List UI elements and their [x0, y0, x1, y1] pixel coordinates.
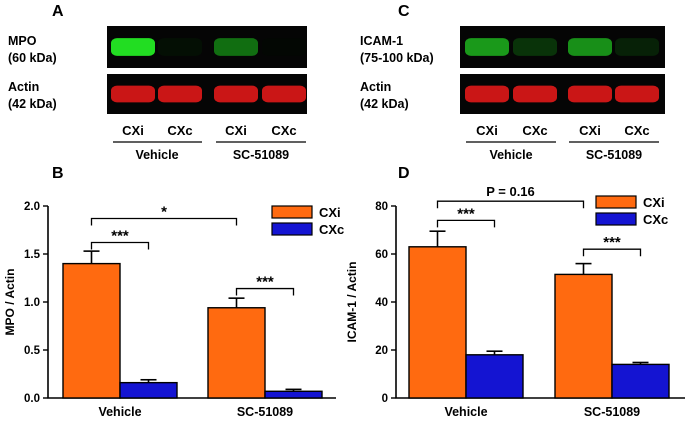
significance-label-d-1: P = 0.16	[486, 184, 535, 199]
blot-band-c-row1-lane1	[465, 38, 509, 56]
blot-panel-c	[460, 26, 665, 114]
blot-band-c-row1-lane4	[615, 38, 659, 56]
bar-b-vehicle-cxi	[62, 262, 121, 399]
significance-label-b-1: *	[161, 203, 167, 220]
y-tick-label-d-1: 20	[375, 345, 388, 357]
blot-panel-a	[107, 26, 307, 114]
blot-c-row2-label-line1: Actin	[360, 80, 391, 94]
y-tick-label-d-2: 40	[375, 297, 388, 309]
lane-label-c-2: CXc	[522, 123, 547, 138]
blot-band-a-row1-lane3	[214, 38, 258, 56]
blot-band-c-row1-lane3	[568, 38, 612, 56]
blot-a-row2-label-line1: Actin	[8, 80, 39, 94]
significance-label-d-0: ***	[457, 205, 475, 222]
panel-letter-a: A	[52, 3, 64, 20]
significance-bracket-d-1	[436, 200, 585, 209]
legend-label-d-cxi: CXi	[643, 195, 665, 210]
lane-label-a-3: CXi	[225, 123, 247, 138]
group-label-a-vehicle: Vehicle	[135, 148, 178, 162]
significance-label-b-2: ***	[256, 274, 274, 291]
legend-label-b-cxi: CXi	[319, 205, 341, 220]
blot-band-a-row2-lane4	[262, 85, 306, 103]
bar-d-vehicle-cxi	[408, 246, 467, 399]
lane-label-c-3: CXi	[579, 123, 601, 138]
significance-bracket-d-0	[436, 219, 496, 228]
y-tick-label-b-1: 0.5	[24, 345, 41, 357]
legend-label-d-cxc: CXc	[643, 212, 668, 227]
blot-band-c-row2-lane3	[568, 85, 612, 103]
blot-band-c-row1-lane2	[513, 38, 557, 56]
lane-label-a-2: CXc	[167, 123, 192, 138]
bar-d-sc-51089-cxc	[611, 363, 670, 399]
bar-d-vehicle-cxc	[465, 354, 524, 399]
blot-band-a-row2-lane1	[111, 85, 155, 103]
legend-swatch-b-cxi	[271, 205, 313, 219]
group-label-c-vehicle: Vehicle	[489, 148, 532, 162]
panel-letter-c: C	[398, 3, 410, 20]
bar-b-vehicle-cxc	[119, 381, 178, 399]
legend-swatch-d-cxi	[595, 195, 637, 209]
significance-bracket-d-2	[582, 248, 642, 257]
blot-band-c-row2-lane2	[513, 85, 557, 103]
y-axis-label-d: ICAM-1 / Actin	[345, 262, 359, 343]
blot-band-a-row2-lane3	[214, 85, 258, 103]
y-axis-label-b: MPO / Actin	[3, 269, 17, 336]
blot-c-row1-label-line2: (75-100 kDa)	[360, 51, 434, 65]
blot-a-row1-label-line2: (60 kDa)	[8, 51, 57, 65]
y-tick-label-b-0: 0.0	[24, 393, 40, 405]
y-tick-label-b-2: 1.0	[24, 297, 40, 309]
blot-band-a-row1-lane2	[158, 38, 202, 56]
y-tick-label-b-4: 2.0	[24, 201, 40, 213]
bar-d-sc-51089-cxi	[554, 273, 613, 399]
y-tick-label-d-3: 60	[375, 249, 388, 261]
x-category-label-b-1: SC-51089	[237, 405, 293, 419]
bar-b-sc-51089-cxi	[207, 307, 266, 399]
lane-label-c-1: CXi	[476, 123, 498, 138]
lane-label-a-1: CXi	[122, 123, 144, 138]
legend-swatch-b-cxc	[271, 222, 313, 236]
panel-letter-b: B	[52, 165, 64, 182]
y-tick-label-d-4: 80	[375, 201, 388, 213]
panel-letter-d: D	[398, 165, 410, 182]
x-category-label-d-1: SC-51089	[584, 405, 640, 419]
group-label-c-sc: SC-51089	[586, 148, 642, 162]
bar-chart-d: 0 20 40 60 80 ICAM-1 / Actin Vehicle SC-51089 **…	[345, 184, 685, 419]
blot-band-c-row2-lane4	[615, 85, 659, 103]
blot-a-row1-label-line1: MPO	[8, 34, 37, 48]
blot-band-a-row1-lane4	[262, 38, 306, 56]
significance-bracket-b-0	[90, 241, 150, 250]
lane-label-a-4: CXc	[271, 123, 296, 138]
bar-chart-b: 0.0 0.5 1.0 1.5 2.0 MPO / Actin Vehicle SC-5108…	[3, 201, 344, 419]
blot-band-a-row1-lane1	[111, 38, 155, 56]
legend-swatch-d-cxc	[595, 212, 637, 226]
blot-a-row2-label-line2: (42 kDa)	[8, 97, 57, 111]
legend-label-b-cxc: CXc	[319, 222, 344, 237]
blot-band-c-row2-lane1	[465, 85, 509, 103]
significance-bracket-b-1	[90, 217, 238, 226]
significance-bracket-b-2	[235, 287, 295, 296]
x-category-label-d-0: Vehicle	[444, 405, 487, 419]
lane-label-c-4: CXc	[624, 123, 649, 138]
y-tick-label-b-3: 1.5	[24, 249, 41, 261]
blot-c-row1-label-line1: ICAM-1	[360, 34, 403, 48]
y-tick-label-d-0: 0	[382, 393, 388, 405]
blot-band-a-row2-lane2	[158, 85, 202, 103]
significance-label-d-2: ***	[603, 234, 621, 251]
group-label-a-sc: SC-51089	[233, 148, 289, 162]
x-category-label-b-0: Vehicle	[98, 405, 141, 419]
significance-label-b-0: ***	[111, 227, 129, 244]
blot-c-row2-label-line2: (42 kDa)	[360, 97, 409, 111]
bar-b-sc-51089-cxc	[264, 390, 323, 399]
